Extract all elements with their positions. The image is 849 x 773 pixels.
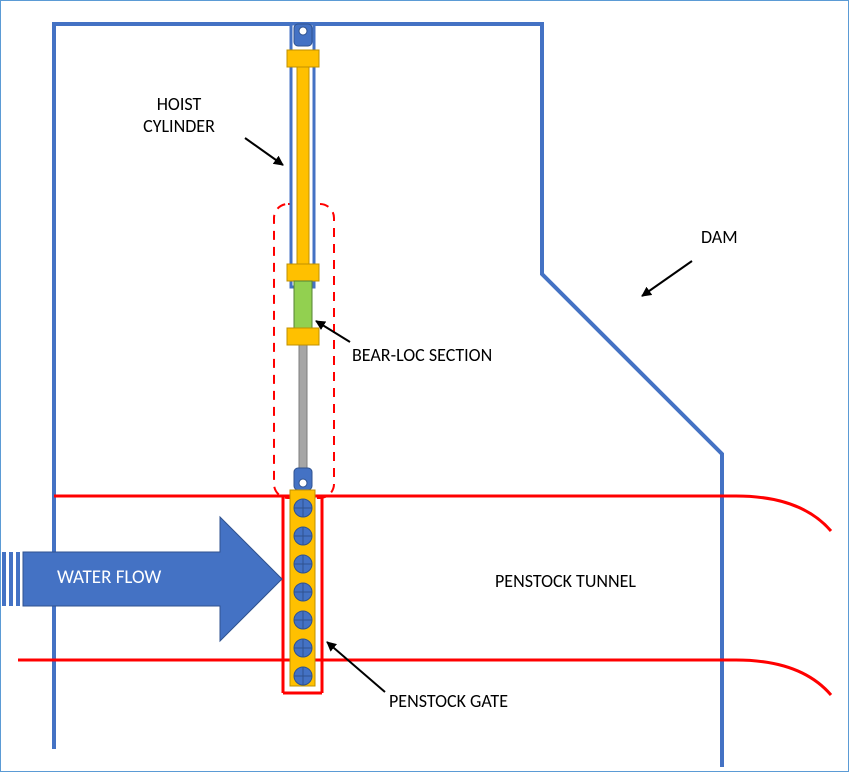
hoist-inner-shaft — [297, 50, 309, 266]
leader-arrow-dam — [642, 261, 692, 296]
hoist-lower-eye-hole — [299, 479, 307, 487]
leader-arrow-hoist — [245, 138, 283, 165]
hoist-top-eye-hole — [299, 27, 307, 35]
label-bearloc: BEAR-LOC SECTION — [352, 345, 492, 367]
label-water-flow: WATER FLOW — [57, 567, 161, 590]
hoist-mid-cap-2 — [287, 328, 319, 345]
label-penstock-tunnel: PENSTOCK TUNNEL — [495, 571, 636, 593]
piston-rod — [299, 345, 307, 468]
tunnel-top — [54, 496, 831, 531]
leader-arrow-penstock — [327, 642, 385, 692]
label-hoist-cylinder: HOIST CYLINDER — [119, 94, 239, 137]
water-flow-tails — [4, 552, 18, 606]
label-dam: DAM — [701, 227, 738, 249]
bearloc-body — [294, 281, 312, 328]
hoist-mid-cap-1 — [287, 264, 319, 281]
hoist-top-cap — [287, 50, 319, 67]
label-penstock-gate: PENSTOCK GATE — [389, 691, 508, 713]
diagram-container: HOIST CYLINDER DAM BEAR-LOC SECTION WATE… — [0, 0, 849, 772]
leader-arrow-bearloc — [316, 321, 350, 342]
